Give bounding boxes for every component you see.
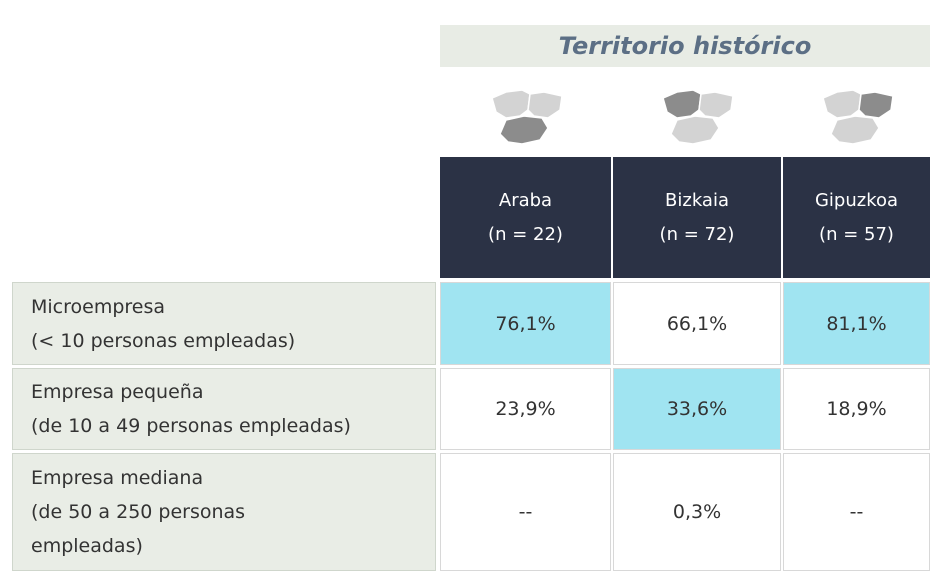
map-region [498,115,549,145]
map-region [821,89,862,119]
column-n: (n = 72) [659,223,735,245]
cell-value: 81,1% [826,312,887,335]
cell: -- [440,453,611,571]
map-region [829,115,880,145]
cell-value: -- [849,501,864,523]
column-name: Araba [498,189,553,211]
row-label: Microempresa (< 10 personas empleadas) [12,282,436,365]
row-label-line: (de 10 a 49 personas empleadas) [31,415,351,437]
cell-value: 23,9% [495,398,556,420]
cell-value: 0,3% [672,501,722,523]
map-icon [662,89,734,145]
row-label: Empresa pequeña (de 10 a 49 personas empl… [12,368,436,450]
map-region [857,91,894,119]
row-label-line: empleadas) [31,535,143,557]
cell-value: 66,1% [666,312,728,335]
row-label-line: (de 50 a 250 personas [31,501,246,523]
map-icon [490,89,563,145]
cell: 66,1% [613,282,781,365]
map-region [670,115,720,145]
cell-value: 18,9% [826,398,887,420]
title: Territorio histórico [440,25,930,67]
row-label-line: (< 10 personas empleadas) [31,329,296,352]
map-region [490,89,531,119]
cell-value: -- [518,501,533,523]
column-n: (n = 57) [819,223,894,245]
map-region [698,91,734,119]
row-label-line: Microempresa [31,295,166,318]
column-header: Araba (n = 22) [440,157,611,278]
column-header: Gipuzkoa (n = 57) [783,157,930,278]
column-name: Gipuzkoa [814,189,899,211]
column-header: Bizkaia (n = 72) [613,157,781,278]
map-region [662,89,702,119]
cell: 0,3% [613,453,781,571]
cell: 18,9% [783,368,930,450]
map-icon [821,89,894,145]
cell: 23,9% [440,368,611,450]
cell: 81,1% [783,282,930,365]
cell-value: 76,1% [495,312,556,335]
map-region [526,91,563,119]
row-label-line: Empresa pequeña [31,381,204,403]
column-name: Bizkaia [665,189,729,211]
cell-value: 33,6% [666,398,728,420]
cell: 33,6% [613,368,781,450]
row-label: Empresa mediana (de 50 a 250 personas empl… [12,453,436,571]
column-n: (n = 22) [488,223,563,245]
cell: 76,1% [440,282,611,365]
cell: -- [783,453,930,571]
row-label-line: Empresa mediana [31,467,204,489]
